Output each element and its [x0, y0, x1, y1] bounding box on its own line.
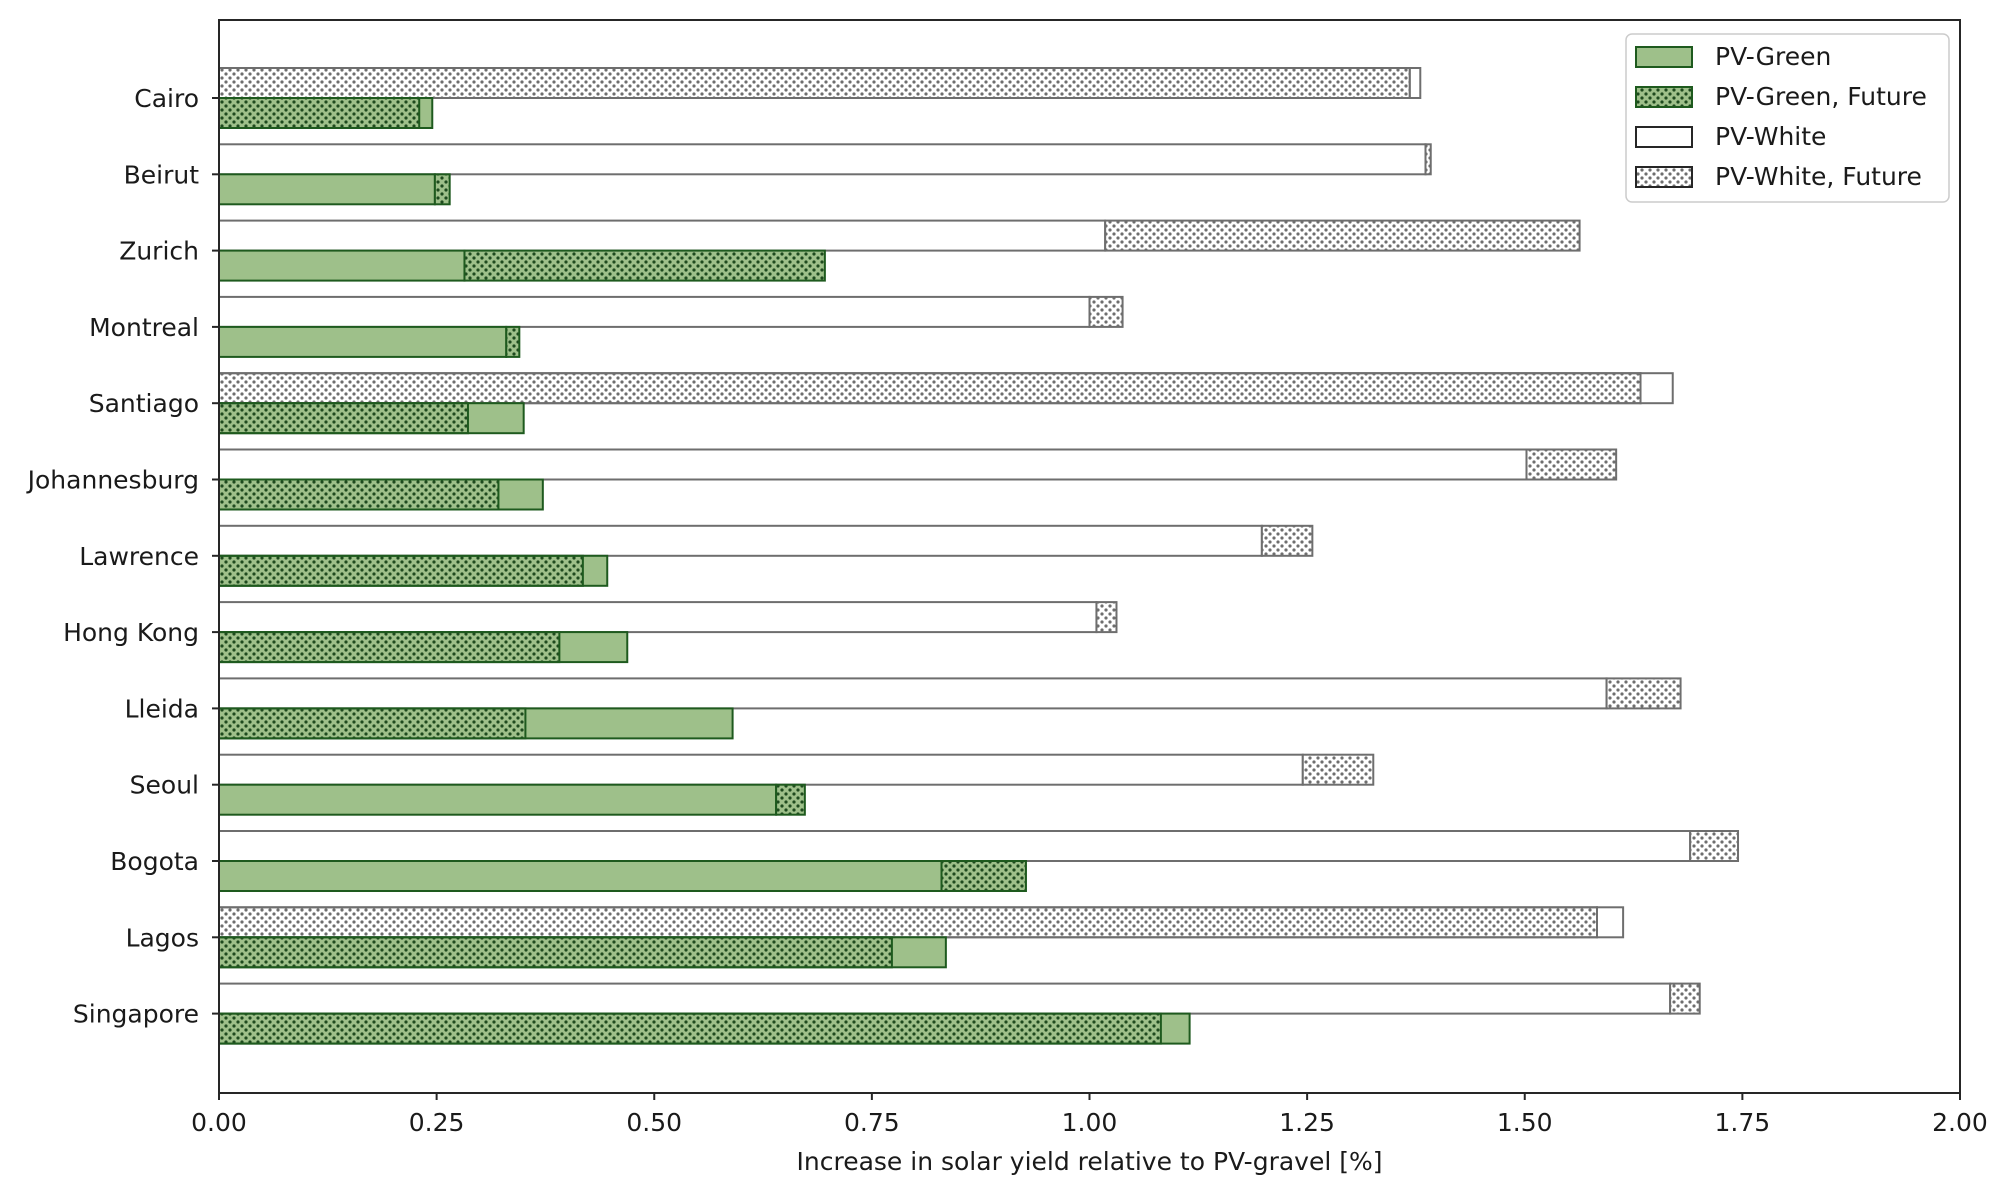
bar-pv-white-future-beirut — [1424, 143, 1432, 176]
bar-pv-white-future-hong-kong — [1095, 601, 1118, 634]
bar-pv-white-future-santiago — [218, 372, 1642, 405]
bar-pv-white-zurich — [218, 219, 1107, 252]
y-tick-label-lagos: Lagos — [126, 923, 199, 952]
bar-pv-green-future-bogota — [940, 860, 1027, 892]
legend-item-pv-white: PV-White — [1635, 122, 1826, 151]
y-tick-label-lleida: Lleida — [125, 694, 199, 723]
x-tick-label-1.75: 1.75 — [1715, 1108, 1771, 1137]
y-tick-label-hong-kong: Hong Kong — [63, 618, 199, 647]
bar-pv-white-future-johannesburg — [1525, 448, 1618, 481]
legend-label-pv-white-future: PV-White, Future — [1715, 162, 1922, 191]
bar-pv-green-future-beirut — [433, 173, 451, 206]
bar-pv-green-future-santiago — [218, 402, 469, 435]
bar-pv-white-johannesburg — [218, 448, 1528, 481]
bar-pv-green-future-lawrence — [218, 554, 584, 587]
bar-pv-white-bogota — [218, 830, 1692, 862]
bar-pv-white-future-lawrence — [1260, 524, 1314, 557]
x-axis: 0.00 0.25 0.50 0.75 1.00 1.25 1.50 1.75 2.00 — [191, 1093, 1988, 1137]
bar-pv-white-extension-cairo — [1408, 67, 1422, 99]
bar-pv-green-future-johannesburg — [218, 478, 500, 511]
bar-pv-white-future-lagos — [218, 906, 1599, 939]
bar-pv-white-lawrence — [218, 524, 1263, 557]
x-tick-label-1.25: 1.25 — [1279, 1108, 1335, 1137]
x-tick-label-2.00: 2.00 — [1932, 1108, 1988, 1137]
x-axis-title: Increase in solar yield relative to PV-g… — [797, 1147, 1383, 1176]
legend-label-pv-green: PV-Green — [1715, 42, 1831, 71]
y-tick-label-singapore: Singapore — [73, 1000, 199, 1029]
y-tick-label-montreal: Montreal — [89, 313, 199, 342]
bar-pv-white-future-singapore — [1669, 982, 1701, 1015]
legend-swatch-pv-green — [1635, 46, 1693, 68]
bar-pv-white-future-zurich — [1104, 219, 1581, 252]
bar-pv-white-singapore — [218, 982, 1672, 1015]
y-tick-label-johannesburg: Johannesburg — [26, 466, 199, 495]
bar-pv-green-future-singapore — [218, 1012, 1162, 1045]
legend-item-pv-green: PV-Green — [1635, 42, 1831, 71]
x-tick-label-0.75: 0.75 — [844, 1108, 900, 1137]
x-tick-label-1.00: 1.00 — [1062, 1108, 1118, 1137]
y-tick-label-santiago: Santiago — [89, 389, 199, 418]
legend-swatch-pv-white-future — [1635, 166, 1693, 188]
bar-pv-white-future-cairo — [218, 67, 1411, 99]
bar-pv-green-beirut — [218, 173, 436, 206]
x-tick-label-1.50: 1.50 — [1497, 1108, 1553, 1137]
y-tick-label-seoul: Seoul — [130, 771, 199, 800]
legend: PV-Green PV-Green, Future PV-White PV-Wh… — [1625, 33, 1950, 203]
legend-frame — [1625, 33, 1950, 203]
bar-pv-green-future-cairo — [218, 97, 421, 129]
bar-pv-white-future-seoul — [1301, 753, 1375, 786]
bar-pv-white-beirut — [218, 143, 1427, 176]
bar-pv-green-future-zurich — [463, 249, 826, 282]
y-tick-label-beirut: Beirut — [124, 160, 200, 189]
bar-pv-green-future-hong-kong — [218, 631, 561, 664]
bar-pv-white-seoul — [218, 753, 1304, 786]
bar-pv-white-hong-kong — [218, 601, 1098, 634]
bar-pv-green-zurich — [218, 249, 466, 282]
bar-pv-white-extension-santiago — [1639, 372, 1674, 405]
legend-label-pv-white: PV-White — [1715, 122, 1826, 151]
legend-item-pv-green-future: PV-Green, Future — [1635, 82, 1927, 111]
bar-pv-white-lleida — [218, 677, 1608, 710]
bar-pv-green-future-seoul — [775, 783, 806, 816]
bar-pv-green-future-lagos — [218, 936, 893, 969]
legend-label-pv-green-future: PV-Green, Future — [1715, 82, 1927, 111]
bar-pv-white-montreal — [218, 295, 1091, 328]
legend-swatch-pv-green-future — [1635, 86, 1693, 108]
y-tick-label-lawrence: Lawrence — [79, 542, 199, 571]
bar-pv-green-future-lleida — [218, 707, 527, 740]
bar-pv-green-future-montreal — [505, 325, 521, 358]
y-tick-label-cairo: Cairo — [134, 84, 199, 113]
bar-pv-white-future-montreal — [1088, 295, 1124, 328]
x-tick-label-0.25: 0.25 — [409, 1108, 465, 1137]
bar-pv-green-seoul — [218, 783, 778, 816]
bar-pv-white-extension-lagos — [1596, 906, 1625, 939]
legend-item-pv-white-future: PV-White, Future — [1635, 162, 1922, 191]
y-tick-label-bogota: Bogota — [110, 847, 199, 876]
bar-pv-white-future-lleida — [1605, 677, 1682, 710]
legend-swatch-pv-white — [1635, 126, 1693, 148]
y-tick-label-zurich: Zurich — [119, 237, 199, 266]
x-tick-label-0.50: 0.50 — [626, 1108, 682, 1137]
x-tick-label-0.00: 0.00 — [191, 1108, 247, 1137]
bar-pv-white-future-bogota — [1689, 830, 1740, 862]
bar-pv-green-montreal — [218, 325, 508, 358]
y-axis: Cairo Beirut Zurich Montreal Santiago Johanne… — [26, 84, 219, 1029]
bars-layer — [218, 67, 1740, 1045]
bar-pv-green-bogota — [218, 860, 943, 892]
